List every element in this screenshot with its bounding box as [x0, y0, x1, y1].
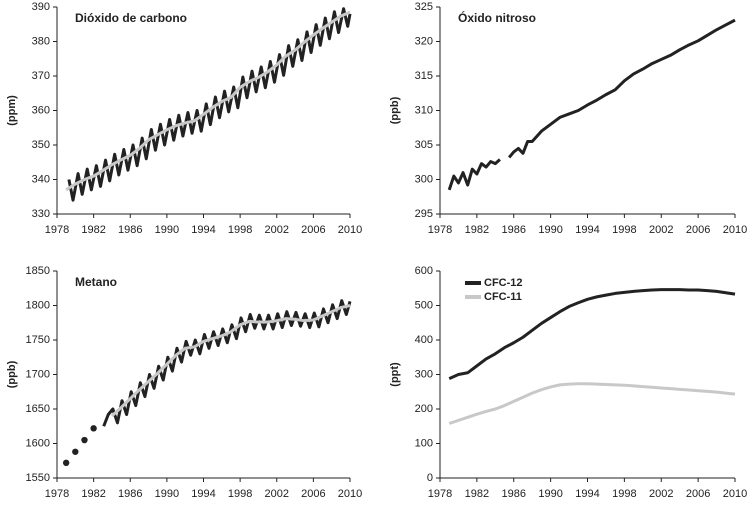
y-axis-label: (ppt): [389, 362, 401, 387]
x-tick-label: 1994: [575, 488, 599, 500]
x-tick-label: 2002: [649, 488, 673, 500]
x-tick-label: 2002: [649, 224, 673, 236]
panel-title: Dióxido de carbono: [75, 11, 187, 25]
panel-title: Óxido nitroso: [458, 10, 536, 25]
data-line: [448, 288, 736, 381]
x-tick-label: 2006: [301, 224, 325, 236]
data-line: [447, 18, 736, 191]
x-tick-label: 1978: [45, 488, 69, 500]
x-tick-label: 2010: [338, 224, 362, 236]
y-tick-label: 310: [415, 104, 433, 116]
x-tick-label: 1990: [538, 224, 562, 236]
x-tick-label: 2010: [338, 488, 362, 500]
y-tick-label: 295: [415, 208, 433, 220]
x-tick-label: 1982: [81, 488, 105, 500]
y-axis-label: (ppm): [6, 95, 18, 126]
x-tick-label: 2010: [723, 224, 747, 236]
y-tick-label: 1550: [26, 472, 50, 484]
data-line: [448, 382, 736, 425]
data-point: [72, 448, 79, 455]
y-tick-label: 305: [415, 139, 433, 151]
x-tick-label: 1982: [465, 488, 489, 500]
y-tick-label: 320: [415, 35, 433, 47]
x-tick-label: 2006: [686, 488, 710, 500]
data-point: [81, 436, 88, 444]
panel: 330 340 350 360 370 380 390 1978 1982 1986 1990 199…: [6, 1, 362, 236]
x-tick-label: 1986: [502, 224, 526, 236]
y-tick-label: 1800: [26, 299, 50, 311]
x-tick-label: 1990: [538, 488, 562, 500]
y-tick-label: 400: [415, 334, 433, 346]
y-tick-label: 350: [32, 139, 50, 151]
x-tick-label: 1994: [575, 224, 599, 236]
x-tick-label: 1998: [228, 224, 252, 236]
y-tick-label: 360: [32, 104, 50, 116]
y-axis-label: (ppb): [6, 360, 18, 388]
panel-title: Metano: [75, 275, 117, 289]
x-tick-label: 2002: [265, 224, 289, 236]
panel: 0 100 200 300 400 500 600 1978 1982 1986 1990 1994 1…: [389, 265, 747, 500]
y-tick-label: 200: [415, 403, 433, 415]
x-tick-label: 1994: [191, 488, 215, 500]
x-tick-label: 1994: [191, 224, 215, 236]
x-tick-label: 1986: [118, 488, 142, 500]
y-tick-label: 500: [415, 299, 433, 311]
x-tick-label: 1978: [428, 488, 452, 500]
y-tick-label: 325: [415, 1, 433, 13]
y-tick-label: 330: [32, 208, 50, 220]
panel: 295 300 305 310 315 320 325 1978 1982 1986 1990 199…: [389, 1, 747, 236]
y-tick-label: 380: [32, 35, 50, 47]
x-tick-label: 1978: [428, 224, 452, 236]
y-tick-label: 1850: [26, 265, 50, 277]
x-tick-label: 1998: [228, 488, 252, 500]
x-tick-label: 2002: [265, 488, 289, 500]
x-tick-label: 1990: [155, 488, 179, 500]
x-tick-label: 1998: [612, 224, 636, 236]
legend-label: CFC-12: [484, 277, 523, 289]
data-line: [102, 299, 352, 427]
x-tick-label: 1982: [465, 224, 489, 236]
y-tick-label: 340: [32, 173, 50, 185]
x-tick-label: 2006: [301, 488, 325, 500]
x-tick-label: 1986: [502, 488, 526, 500]
y-tick-label: 1750: [26, 334, 50, 346]
data-point: [62, 459, 70, 467]
y-tick-label: 300: [415, 173, 433, 185]
y-tick-label: 315: [415, 70, 433, 82]
y-tick-label: 300: [415, 368, 433, 380]
y-tick-label: 0: [427, 472, 433, 484]
y-tick-label: 100: [415, 437, 433, 449]
y-tick-label: 370: [32, 70, 50, 82]
y-tick-label: 1650: [26, 403, 50, 415]
data-point: [90, 425, 97, 432]
x-tick-label: 1982: [81, 224, 105, 236]
x-tick-label: 1978: [45, 224, 69, 236]
data-line: [110, 304, 351, 418]
y-tick-label: 1700: [26, 368, 50, 380]
data-line: [65, 10, 351, 192]
legend-label: CFC-11: [484, 291, 522, 303]
y-tick-label: 390: [32, 1, 50, 13]
x-tick-label: 2010: [723, 488, 747, 500]
x-tick-label: 2006: [686, 224, 710, 236]
x-tick-label: 1998: [612, 488, 636, 500]
y-tick-label: 600: [415, 265, 433, 277]
y-tick-label: 1600: [26, 437, 50, 449]
y-axis-label: (ppb): [389, 96, 401, 124]
x-tick-label: 1990: [155, 224, 179, 236]
panel: 1550 1600 1650 1700 1750 1800 1850 1978 1982 1986…: [6, 265, 362, 500]
x-tick-label: 1986: [118, 224, 142, 236]
